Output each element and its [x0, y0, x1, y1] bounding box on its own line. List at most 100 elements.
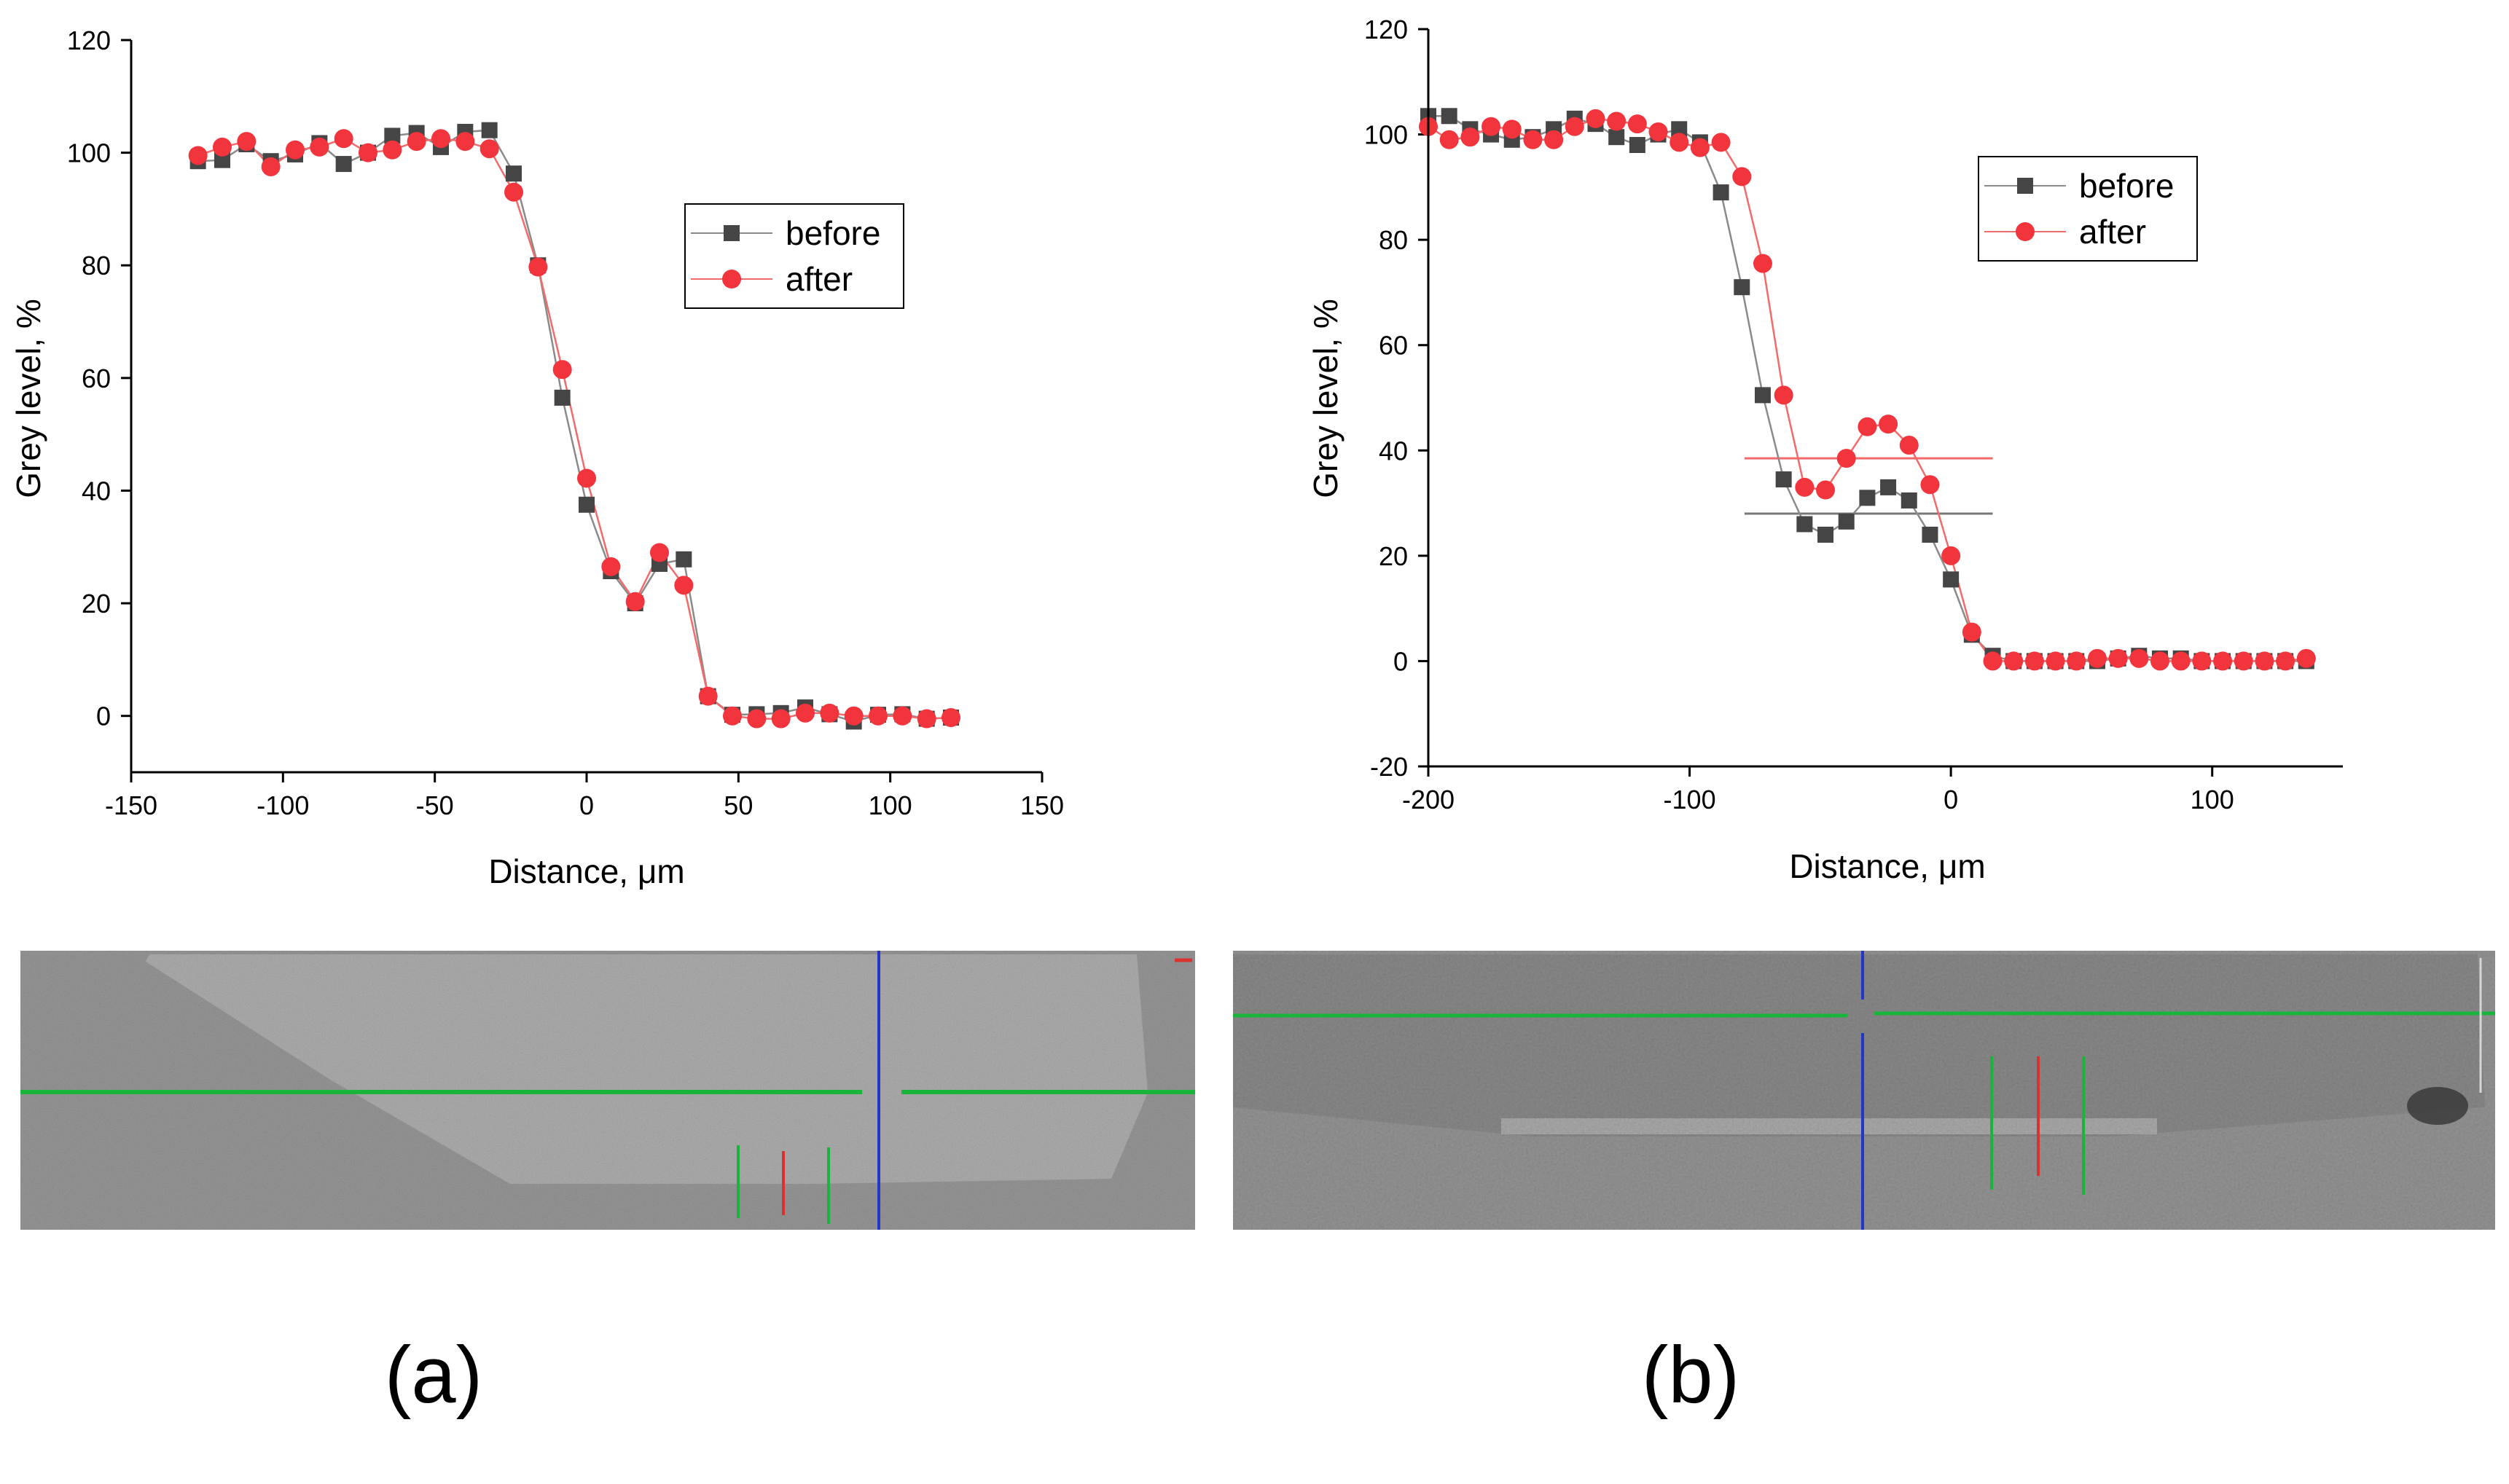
chart-b-after-point — [2067, 651, 2086, 671]
chart-a-legend-after-marker — [722, 270, 741, 288]
chart-b-y-tick-label: 60 — [1379, 331, 1408, 361]
chart-a-before-point — [676, 551, 692, 568]
chart-a-after-point — [674, 576, 694, 595]
chart-b-after-point — [1690, 138, 1710, 157]
chart-b-before-point — [1838, 513, 1855, 530]
chart-b-after-point — [2150, 651, 2169, 671]
chart-b-after-point — [1627, 114, 1647, 134]
chart-a-legend-before: before — [786, 214, 880, 252]
chart-b-after-point — [1544, 130, 1564, 149]
chart-a-after-point — [407, 132, 426, 152]
chart-a-x-tick-label: -50 — [416, 790, 454, 820]
chart-a-before-point — [214, 152, 230, 168]
chart-a-y-tick-label: 80 — [82, 251, 111, 280]
chart-b-after-point — [1753, 254, 1772, 273]
chart-a-after-point — [601, 557, 621, 576]
chart-a-after-point — [552, 360, 572, 380]
chart-a-x-tick-label: 50 — [724, 790, 753, 820]
chart-b-before-point — [1671, 121, 1688, 138]
chart-b-after-point — [1670, 133, 1689, 152]
chart-a-axis-ticks: -150 -100 -50 0 50 100 150 0 20 40 60 80 100 120 — [67, 25, 1064, 820]
chart-b-before-point — [1629, 137, 1645, 154]
chart-a-after-point — [261, 157, 281, 176]
chart-b-after-point — [1774, 385, 1793, 405]
chart-b-after-point — [1460, 127, 1480, 147]
chart-b-before-point — [1880, 479, 1897, 495]
chart-a-before-point — [506, 165, 522, 182]
chart-b-after-point — [1920, 475, 1940, 495]
chart-a-after-point — [796, 703, 815, 723]
chart-a-y-tick-label: 20 — [82, 589, 111, 619]
chart-a-after-point — [917, 709, 936, 729]
chart-b-y-label: Grey level, % — [1307, 299, 1344, 498]
chart-b-after-point — [2171, 651, 2191, 671]
chart-a-y-tick-label: 0 — [96, 702, 111, 731]
chart-b-before-point — [1441, 108, 1457, 125]
chart-b-after-point — [1565, 117, 1584, 136]
chart-b-after-point — [1879, 415, 1898, 434]
chart-a-x-label: Distance, μm — [488, 852, 684, 890]
chart-a-after-point — [383, 140, 402, 160]
chart-a-x-tick-label: -150 — [105, 790, 157, 820]
chart-a-series — [188, 122, 960, 730]
chart-b-legend: before after — [1978, 156, 2198, 262]
chart-b-legend-before: before — [2079, 167, 2174, 205]
chart-a-after-point — [650, 543, 669, 562]
chart-b-y-tick-label: 40 — [1379, 436, 1408, 466]
chart-a-after-point — [188, 146, 208, 165]
chart-b-after-point — [1502, 119, 1522, 139]
panel-label-b: (b) — [1642, 1330, 1739, 1420]
chart-b-x-label: Distance, μm — [1789, 847, 1985, 885]
chart-b-y-tick-label: 80 — [1379, 225, 1408, 255]
chart-b-x-tick-label: -100 — [1664, 785, 1716, 814]
chart-a-y-label: Grey level, % — [9, 299, 47, 498]
chart-b-before-point — [1817, 526, 1834, 543]
chart-a-after-point — [771, 709, 791, 729]
chart-a-after-point — [310, 137, 329, 157]
chart-b-before-point — [1608, 129, 1625, 146]
chart-b-after-point — [1711, 133, 1731, 152]
chart-b-after-point — [1607, 111, 1627, 131]
chart-a-after-point — [504, 182, 523, 202]
chart-a-y-tick-label: 120 — [67, 25, 111, 55]
chart-a-after-point — [237, 132, 257, 152]
chart-b-x-tick-label: 0 — [1944, 785, 1958, 814]
chart-a-after-point — [528, 257, 548, 277]
chart-b-after-point — [2087, 648, 2107, 668]
chart-b-before-point — [1943, 571, 1960, 588]
chart-b-after-point — [1648, 122, 1668, 141]
chart-a-after-point — [455, 132, 475, 152]
chart-b-legend-box — [1978, 156, 2198, 262]
chart-a-after-point — [431, 129, 450, 149]
chart-b-before-point — [1754, 387, 1771, 404]
chart-a: -150 -100 -50 0 50 100 150 0 20 40 60 80 100 120 Dist… — [9, 25, 1064, 890]
chart-a-legend-before-marker — [724, 225, 740, 241]
chart-b-after-point — [2004, 651, 2024, 671]
chart-a-after-point — [893, 706, 912, 726]
chart-b-before-point — [1859, 490, 1876, 506]
chart-b-before-point — [1713, 184, 1729, 201]
chart-a-after-point — [577, 468, 596, 488]
chart-a-legend: before after — [684, 203, 904, 309]
chart-b-after-point — [1481, 117, 1501, 136]
chart-b-series — [1419, 108, 2316, 671]
chart-a-legend-box — [684, 203, 904, 309]
chart-a-after-point — [213, 137, 232, 157]
chart-b-legend-after-marker — [2016, 222, 2035, 241]
chart-a-before-point — [554, 389, 571, 406]
chart-b-legend-after: after — [2079, 213, 2146, 251]
chart-a-after-point — [698, 686, 718, 706]
chart-b-before-point — [1922, 526, 1938, 543]
chart-b-after-point — [2255, 651, 2274, 671]
chart-a-y-tick-label: 40 — [82, 476, 111, 506]
chart-a-after-point — [820, 703, 839, 723]
chart-a-legend-after: after — [786, 260, 853, 298]
chart-b-after-point — [1836, 449, 1856, 468]
chart-a-x-tick-label: 0 — [579, 790, 594, 820]
chart-a-after-point — [869, 706, 888, 726]
chart-b-after-point — [2234, 651, 2253, 671]
chart-b-after-point — [1899, 436, 1919, 455]
chart-b-after-point — [1523, 130, 1543, 149]
